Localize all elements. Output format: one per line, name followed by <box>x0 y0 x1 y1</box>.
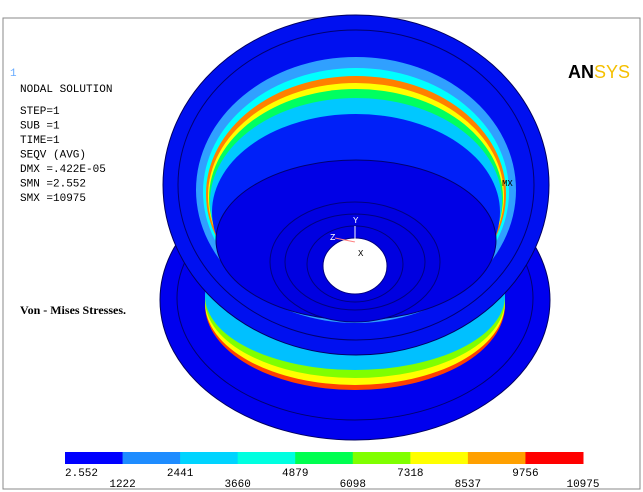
axis-label: Z <box>330 233 336 243</box>
legend-swatch <box>123 452 181 464</box>
legend-label: 8537 <box>455 479 481 491</box>
legend-label: 3660 <box>224 479 250 491</box>
legend-label: 6098 <box>340 479 366 491</box>
legend-label: 9756 <box>512 468 538 480</box>
legend-label: 4879 <box>282 468 308 480</box>
logo-part: AN <box>568 62 594 82</box>
axis-label: Y <box>353 216 359 226</box>
legend-swatch <box>65 452 123 464</box>
legend-label: 2.552 <box>65 468 98 480</box>
legend-swatch <box>180 452 238 464</box>
max-marker: MX <box>502 179 513 189</box>
logo-part: SYS <box>594 62 630 82</box>
info-line: DMX =.422E-05 <box>20 164 106 176</box>
legend-label: 2441 <box>167 468 194 480</box>
screenshot: 1 NODAL SOLUTION STEP=1 SUB =1 TIME=1 SEQV (… <box>0 0 643 492</box>
axis-label: X <box>358 249 364 259</box>
legend-swatch <box>468 452 526 464</box>
info-line: SMN =2.552 <box>20 179 86 191</box>
info-line: TIME=1 <box>20 135 60 147</box>
legend-swatch <box>353 452 411 464</box>
legend-swatch <box>410 452 468 464</box>
legend-label: 7318 <box>397 468 423 480</box>
caption: Von - Mises Stresses. <box>20 303 126 317</box>
info-line: SUB =1 <box>20 121 60 133</box>
info-line: NODAL SOLUTION <box>20 84 112 96</box>
legend-label: 10975 <box>566 479 599 491</box>
legend-swatch <box>238 452 296 464</box>
info-line: STEP=1 <box>20 106 60 118</box>
logo: ANSYS <box>568 62 630 82</box>
legend-swatch <box>295 452 353 464</box>
info-line: SMX =10975 <box>20 193 86 205</box>
window-label: 1 <box>10 68 17 80</box>
ansys-view: 1 NODAL SOLUTION STEP=1 SUB =1 TIME=1 SEQV (… <box>0 0 643 492</box>
legend-label: 1222 <box>109 479 135 491</box>
info-line: SEQV (AVG) <box>20 150 86 162</box>
legend-swatch <box>525 452 583 464</box>
